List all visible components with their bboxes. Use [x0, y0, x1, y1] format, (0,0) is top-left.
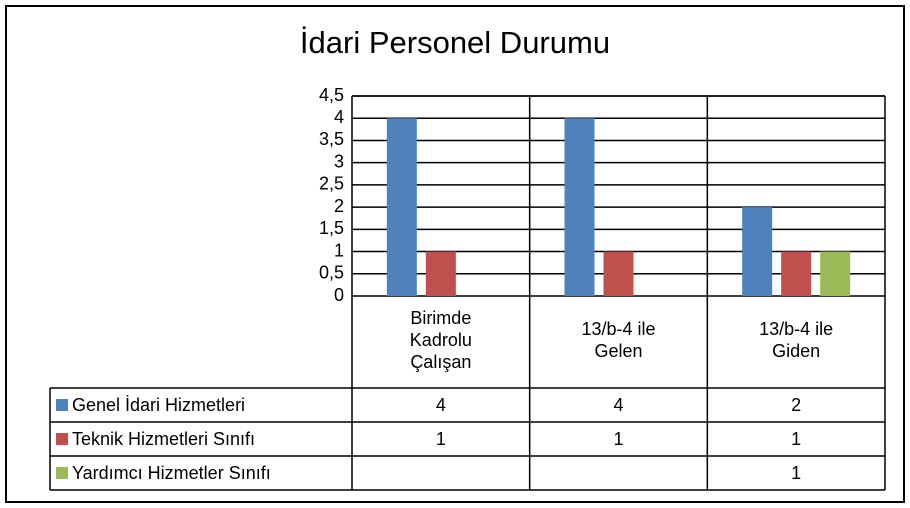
y-tick-label: 2: [334, 196, 344, 216]
bar: [603, 251, 634, 296]
bar: [781, 251, 812, 296]
y-tick-label: 3,5: [319, 129, 344, 149]
table-value: 4: [436, 395, 446, 415]
y-tick-label: 4: [334, 107, 344, 127]
y-tick-label: 1,5: [319, 218, 344, 238]
y-tick-label: 0: [334, 285, 344, 305]
chart-title: İdari Personel Durumu: [300, 25, 610, 60]
table-value: 4: [613, 395, 623, 415]
bar: [386, 118, 417, 296]
y-tick-label: 3: [334, 151, 344, 171]
legend-label: Genel İdari Hizmetleri: [72, 395, 245, 415]
bar: [425, 251, 456, 296]
x-category-cell: Birimde Kadrolu Çalışan: [409, 308, 472, 372]
x-tick-label: 13/b-4 ile Gelen: [581, 319, 656, 361]
x-tick-label: Birimde Kadrolu Çalışan: [409, 308, 472, 372]
legend-key: [56, 433, 68, 445]
legend-key: [56, 467, 68, 479]
table-value: 1: [791, 463, 801, 483]
x-category-cell: 13/b-4 ile Giden: [759, 319, 834, 361]
y-tick-label: 4,5: [319, 85, 344, 105]
y-tick-label: 0,5: [319, 263, 344, 283]
legend-label: Yardımcı Hizmetler Sınıfı: [72, 463, 271, 483]
y-tick-label: 1: [334, 240, 344, 260]
table-value: 1: [791, 429, 801, 449]
y-tick-label: 2,5: [319, 174, 344, 194]
x-tick-label: 13/b-4 ile Giden: [759, 319, 834, 361]
table-value: 1: [613, 429, 623, 449]
bar: [564, 118, 595, 296]
legend-label: Teknik Hizmetleri Sınıfı: [72, 429, 255, 449]
bar: [742, 207, 773, 296]
table-value: 1: [436, 429, 446, 449]
table-value: 2: [791, 395, 801, 415]
x-category-cell: 13/b-4 ile Gelen: [581, 319, 656, 361]
bar: [820, 251, 851, 296]
legend-key: [56, 399, 68, 411]
